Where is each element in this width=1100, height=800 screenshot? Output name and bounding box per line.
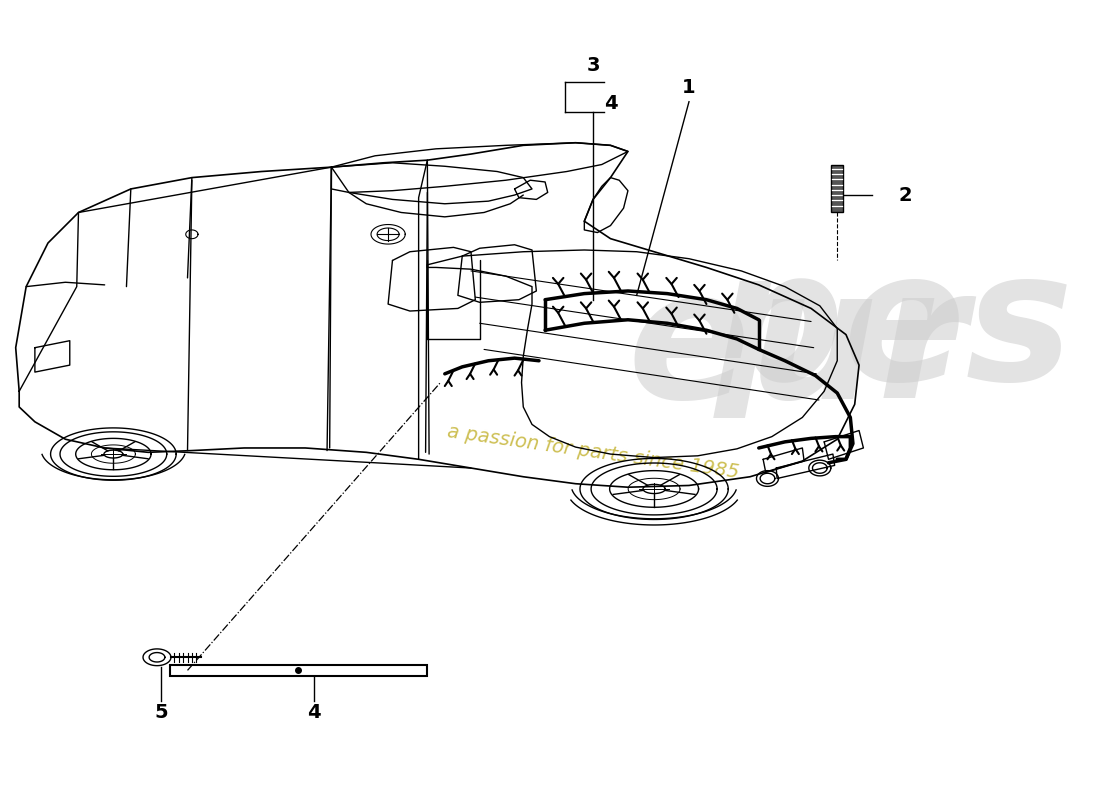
Text: 3: 3 [586, 55, 600, 74]
Text: a passion for parts since 1985: a passion for parts since 1985 [446, 422, 740, 482]
Text: 4: 4 [604, 94, 617, 113]
FancyBboxPatch shape [832, 165, 844, 213]
Text: 1: 1 [682, 78, 696, 98]
Text: 5: 5 [154, 702, 168, 722]
Text: 4: 4 [307, 702, 321, 722]
Text: 2: 2 [899, 186, 912, 205]
Text: eur: eur [628, 260, 968, 436]
Text: pes: pes [715, 242, 1075, 418]
Polygon shape [170, 665, 427, 675]
